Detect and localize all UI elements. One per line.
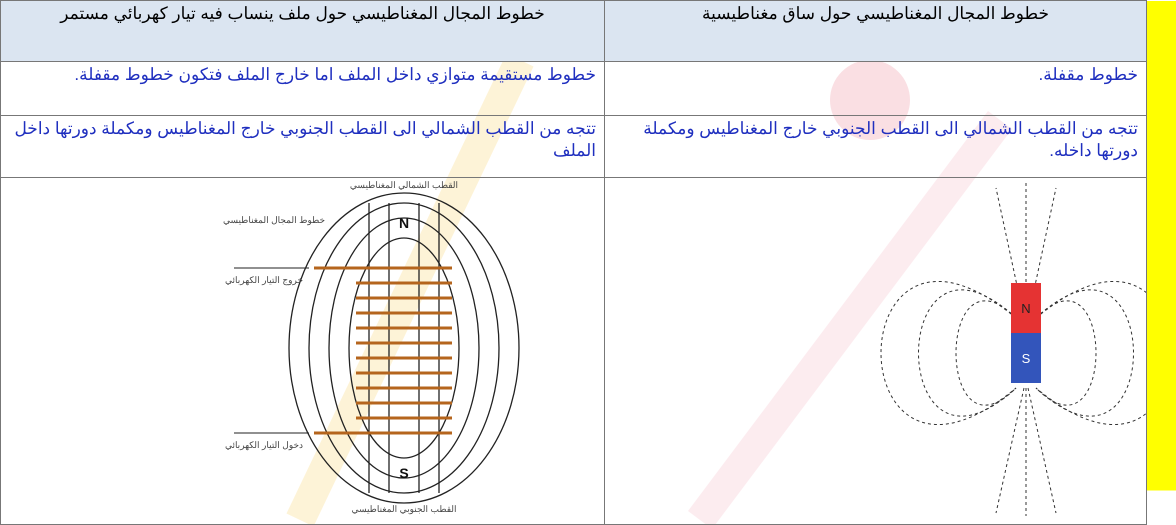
- cell: خطوط مستقيمة متوازي داخل الملف اما خارج …: [0, 61, 605, 116]
- row: خطوط مقفلة. خطوط مستقيمة متوازي داخل الم…: [0, 61, 1176, 116]
- highlight: [1146, 0, 1176, 62]
- coil-figure: القطب الشمالي المغناطيسي N خطوط المجال ا…: [223, 180, 520, 515]
- pole-label: S: [399, 465, 408, 481]
- figure-label: دخول التيار الكهربائي: [225, 440, 303, 451]
- header-cell: خطوط المجال المغناطيسي حول ساق مغناطيسية: [604, 0, 1147, 62]
- figure-label: القطب الشمالي المغناطيسي: [350, 180, 458, 190]
- row: تتجه من القطب الشمالي الى القطب الجنوبي …: [0, 115, 1176, 178]
- north-pole: [1011, 283, 1041, 333]
- highlight: [1146, 61, 1176, 116]
- figure-row: N S القطب الشمالي المغناطيسي: [0, 177, 1176, 525]
- header-row: خطوط المجال المغناطيسي حول ساق مغناطيسية…: [0, 0, 1176, 62]
- figure-label: القطب الجنوبي المغناطيسي: [351, 504, 456, 515]
- highlight: [1146, 177, 1176, 525]
- pole-label: N: [1021, 301, 1030, 316]
- cell: تتجه من القطب الشمالي الى القطب الجنوبي …: [0, 115, 605, 178]
- figure-label: خطوط المجال المغناطيسي: [223, 215, 325, 226]
- figure-label: خروج التيار الكهربائي: [225, 275, 303, 286]
- magnet-figure: N S: [880, 183, 1172, 516]
- pole-label: N: [399, 215, 409, 231]
- cell: خطوط مقفلة.: [604, 61, 1147, 116]
- magnet-cell: N S: [604, 177, 1172, 525]
- header-cell: خطوط المجال المغناطيسي حول ملف ينساب فيه…: [0, 0, 605, 62]
- pole-label: S: [1022, 351, 1031, 366]
- highlight: [1146, 115, 1176, 178]
- coil-cell: القطب الشمالي المغناطيسي N خطوط المجال ا…: [0, 177, 605, 525]
- cell: تتجه من القطب الشمالي الى القطب الجنوبي …: [604, 115, 1147, 178]
- south-pole: [1011, 333, 1041, 383]
